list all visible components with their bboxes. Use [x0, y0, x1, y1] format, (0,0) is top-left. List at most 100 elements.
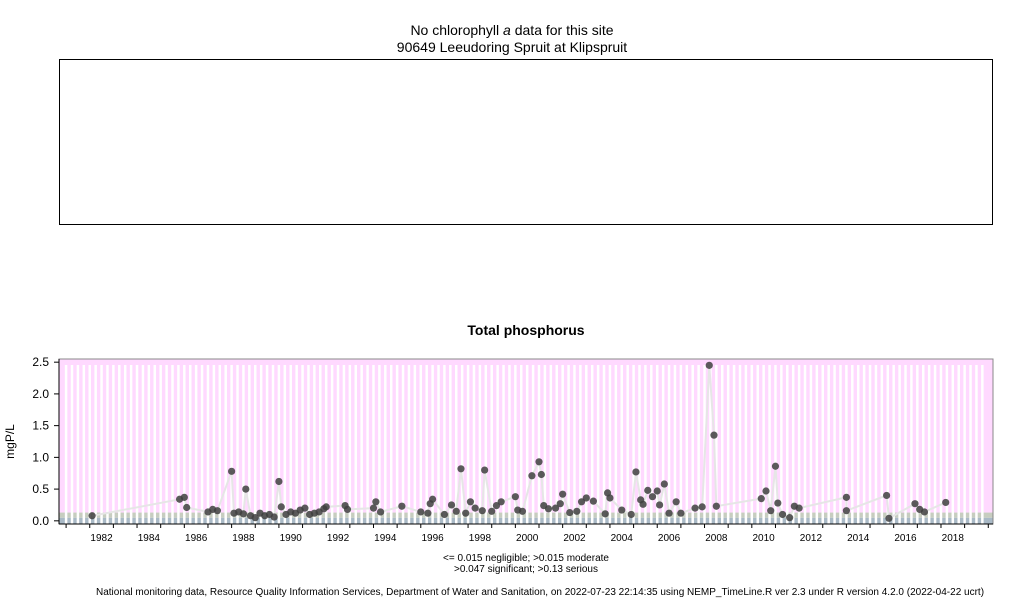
data-point — [488, 507, 496, 515]
data-point — [462, 509, 470, 517]
data-point — [712, 502, 720, 510]
no-chlorophyll-suffix: data for this site — [510, 22, 614, 38]
x-tick-label: 2002 — [563, 533, 586, 544]
data-point — [665, 509, 673, 517]
data-point — [691, 504, 699, 512]
data-point — [429, 495, 437, 503]
y-tick-label: 0.5 — [32, 482, 49, 496]
data-point — [551, 504, 560, 512]
y-tick-label: 1.0 — [32, 450, 49, 464]
data-point — [627, 510, 635, 519]
data-point — [942, 498, 950, 507]
data-point — [601, 510, 609, 518]
data-point — [471, 504, 479, 512]
data-point — [762, 487, 770, 495]
data-point — [778, 510, 787, 519]
x-tick-label: 2004 — [611, 533, 634, 544]
data-point — [882, 491, 891, 500]
x-tick-label: 2006 — [658, 533, 681, 544]
y-tick-label: 1.5 — [32, 419, 49, 433]
data-point — [440, 510, 449, 519]
data-point — [698, 503, 706, 511]
x-tick-label: 1988 — [232, 533, 255, 544]
data-point — [376, 508, 385, 516]
data-point — [660, 480, 668, 488]
data-point — [457, 465, 465, 473]
data-point — [653, 487, 661, 495]
data-point — [911, 500, 919, 508]
data-point — [466, 498, 475, 506]
y-tick-label: 2.0 — [32, 387, 49, 401]
y-axis-label: mgP/L — [3, 424, 17, 459]
data-point — [277, 503, 285, 511]
data-point — [228, 467, 236, 475]
data-point — [343, 505, 352, 514]
y-tick-label: 2.5 — [32, 355, 49, 369]
y-axis: 0.0 0.5 1.0 1.5 2.0 2.5 — [32, 355, 60, 528]
data-point — [528, 472, 536, 480]
x-tick-label: 1996 — [421, 533, 444, 544]
y-tick-label: 0.0 — [32, 514, 49, 528]
data-point — [301, 504, 309, 512]
data-point — [369, 504, 378, 512]
x-tick-label: 2014 — [847, 533, 870, 544]
x-tick-label: 1986 — [185, 533, 208, 544]
data-point — [786, 514, 794, 522]
data-point — [447, 501, 456, 509]
x-axis: 1982 1984 1986 1988 1990 1992 1994 1996 1998 2000… — [59, 523, 993, 544]
data-point — [239, 510, 248, 518]
data-point — [639, 500, 647, 508]
data-point — [589, 497, 597, 505]
data-point — [842, 493, 850, 501]
chart-title: Total phosphorus — [467, 322, 585, 338]
data-point — [372, 498, 380, 506]
no-chlorophyll-message: No chlorophyll a data for this site — [0, 22, 1024, 38]
data-point — [275, 477, 283, 486]
data-point — [535, 458, 543, 466]
data-point — [183, 503, 191, 512]
data-point — [672, 498, 680, 506]
x-tick-label: 2008 — [705, 533, 728, 544]
data-points — [88, 361, 950, 522]
phosphorus-chart: 1982 1984 1986 1988 1990 1992 1994 1996 1998 2000… — [3, 355, 994, 544]
data-point — [242, 485, 250, 493]
data-point — [398, 502, 406, 510]
data-point — [618, 506, 626, 514]
data-point — [771, 462, 780, 470]
x-tick-label: 1984 — [138, 533, 161, 544]
data-point — [795, 504, 803, 512]
data-point — [88, 512, 96, 520]
x-tick-label: 2012 — [800, 533, 823, 544]
series-line — [91, 365, 947, 520]
year-gridlines — [64, 365, 984, 524]
data-point — [537, 470, 545, 479]
x-tick-label: 1990 — [280, 533, 303, 544]
data-point — [566, 508, 574, 517]
data-point — [251, 514, 259, 522]
data-point — [559, 490, 567, 498]
data-point — [322, 503, 330, 511]
threshold-legend-line2: >0.047 significant; >0.13 serious — [454, 564, 598, 575]
data-point — [582, 494, 590, 502]
data-point — [478, 507, 486, 515]
x-tick-label: 1998 — [469, 533, 492, 544]
empty-chlorophyll-panel — [59, 59, 993, 225]
x-tick-label: 2018 — [942, 533, 965, 544]
data-point — [213, 507, 222, 515]
data-point — [644, 486, 652, 494]
data-point — [573, 507, 581, 515]
data-point — [710, 431, 718, 439]
data-point — [424, 509, 432, 517]
data-point — [705, 361, 713, 369]
data-point — [757, 495, 765, 503]
data-point — [885, 514, 893, 522]
data-point — [556, 500, 564, 508]
data-point — [270, 513, 278, 521]
x-tick-label: 2016 — [894, 533, 917, 544]
site-name: 90649 Leeudoring Spruit at Klipspruit — [396, 39, 628, 55]
x-tick-label: 2010 — [753, 533, 776, 544]
x-tick-label: 1992 — [327, 533, 350, 544]
no-chlorophyll-prefix: No chlorophyll — [410, 22, 504, 38]
x-tick-label: 1982 — [90, 533, 113, 544]
data-point — [655, 501, 664, 509]
